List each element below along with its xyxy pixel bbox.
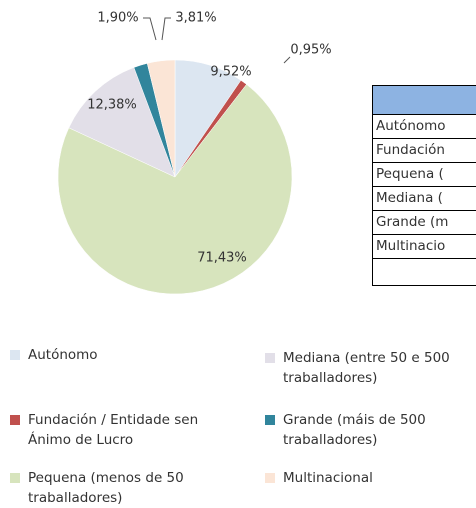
pie-slice	[146, 59, 176, 178]
data-label: 9,52%	[210, 65, 251, 80]
data-label: 71,43%	[197, 251, 247, 266]
table-row	[373, 259, 476, 285]
pie-slice	[57, 84, 293, 295]
data-label: 3,81%	[175, 11, 216, 26]
legend-swatch	[10, 473, 20, 483]
leader-line	[161, 17, 171, 41]
leader-line	[283, 56, 291, 64]
pie-slice	[68, 67, 176, 178]
legend-swatch	[265, 415, 275, 425]
legend-item: Mediana (entre 50 e 500 traballadores)	[265, 348, 476, 388]
legend-label: Grande (máis de 500 traballadores)	[283, 412, 426, 448]
legend-item: Grande (máis de 500 traballadores)	[265, 410, 476, 450]
legend-swatch	[265, 473, 275, 483]
legend-item: Autónomo	[10, 345, 228, 365]
legend-swatch	[265, 353, 275, 363]
table-cell: Fundación	[373, 139, 476, 163]
legend-label: Mediana (entre 50 e 500 traballadores)	[283, 350, 450, 386]
legend-item: Multinacional	[265, 468, 476, 488]
legend-label: Pequena (menos de 50 traballadores)	[28, 470, 184, 506]
data-label: 12,38%	[87, 98, 137, 113]
legend-swatch	[10, 350, 20, 360]
legend-label: Autónomo	[28, 347, 98, 363]
legend-item: Fundación / Entidade sen Ánimo de Lucro	[10, 410, 243, 450]
table-cell: Multinacio	[373, 235, 476, 259]
table-cell: Autónomo	[373, 115, 476, 139]
table-header	[373, 86, 476, 115]
table-cell: Grande (m	[373, 211, 476, 235]
table-cell: Mediana (	[373, 187, 476, 211]
table: Autónomo Fundación Pequena (Mediana (Grand…	[372, 85, 476, 286]
leader-line	[143, 17, 157, 41]
legend-swatch	[10, 415, 20, 425]
legend-label: Fundación / Entidade sen Ánimo de Lucro	[28, 412, 199, 448]
data-label: 0,95%	[290, 43, 331, 58]
legend-item: Pequena (menos de 50 traballadores)	[10, 468, 228, 508]
legend-label: Multinacional	[283, 470, 373, 486]
table-cell: Pequena (	[373, 163, 476, 187]
chart: 9,52% 0,95% 71,43% 12,38% 1,90% 3,81%	[57, 11, 332, 295]
data-label: 1,90%	[97, 11, 138, 26]
